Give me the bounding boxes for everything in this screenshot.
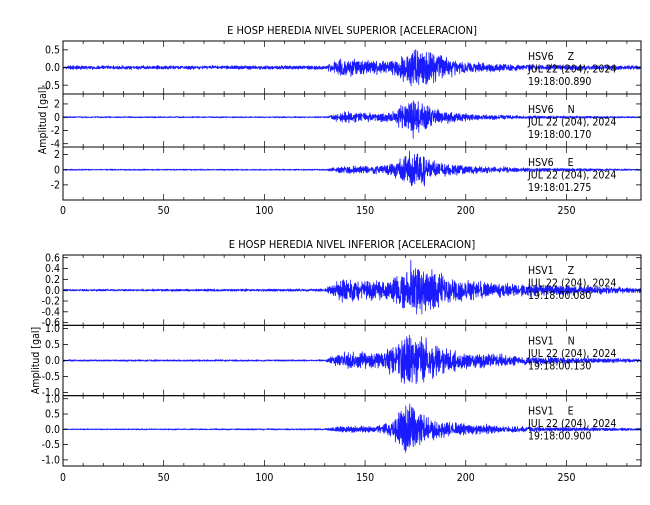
trace-line <box>62 403 642 453</box>
y-tick-label: -0.4 <box>42 306 60 318</box>
x-tick-label: 200 <box>457 472 475 484</box>
channel-date: JUL 22 (204), 2024 <box>527 117 616 129</box>
component-code: Z <box>568 51 575 63</box>
y-tick-label: 0 <box>54 112 60 124</box>
x-tick-label: 100 <box>255 205 273 217</box>
y-tick-label: 0.0 <box>45 285 60 297</box>
channel-station-label: HSV6 N <box>528 104 575 116</box>
channel-start-time: 19:18:00.130 <box>528 360 591 372</box>
y-tick-label: -0.5 <box>42 439 60 451</box>
channel-station-label: HSV1 E <box>528 406 574 418</box>
y-tick-label: 1.0 <box>45 393 60 405</box>
channel-start-time: 19:18:00.900 <box>528 431 591 443</box>
trace-line <box>62 259 642 315</box>
x-tick-label: 50 <box>158 472 170 484</box>
y-tick-label: -2 <box>51 179 60 191</box>
y-tick-label: -2 <box>51 125 60 137</box>
x-tick-label: 100 <box>255 472 273 484</box>
channel-date: JUL 22 (204), 2024 <box>527 278 616 290</box>
y-tick-label: 0.0 <box>45 424 60 436</box>
station-code: HSV6 <box>528 157 554 169</box>
y-tick-label: -4 <box>51 138 60 150</box>
y-axis-label: Amplitud [gal] <box>30 327 42 394</box>
channel-start-time: 19:18:00.080 <box>528 290 591 302</box>
x-tick-label: 150 <box>356 205 374 217</box>
channel-station-label: HSV6 E <box>528 157 574 169</box>
y-tick-label: 0.0 <box>45 355 60 367</box>
y-tick-label: 0.0 <box>45 62 60 74</box>
station-code: HSV1 <box>528 335 554 347</box>
y-tick-label: 1.0 <box>45 323 60 335</box>
channel-start-time: 19:18:01.275 <box>528 182 591 194</box>
y-tick-label: 0 <box>54 164 60 176</box>
component-code: N <box>568 104 575 116</box>
channel-date: JUL 22 (204), 2024 <box>527 170 616 182</box>
station-code: HSV6 <box>528 51 554 63</box>
panel-frame <box>62 395 642 467</box>
y-tick-label: 0.4 <box>45 263 60 275</box>
y-tick-label: -0.5 <box>42 80 60 92</box>
trace-line <box>62 49 642 87</box>
trace-line <box>62 100 642 139</box>
channel-start-time: 19:18:00.890 <box>528 76 591 88</box>
y-tick-label: -0.2 <box>42 296 60 308</box>
x-tick-label: 250 <box>557 472 575 484</box>
y-tick-label: 0.5 <box>45 339 60 351</box>
component-code: N <box>568 335 575 347</box>
channel-station-label: HSV1 N <box>528 335 575 347</box>
station-code: HSV1 <box>528 406 554 418</box>
trace-line <box>62 150 642 187</box>
x-tick-label: 0 <box>60 472 66 484</box>
component-code: Z <box>568 265 575 277</box>
channel-station-label: HSV1 Z <box>528 265 575 277</box>
y-tick-label: -0.5 <box>42 371 60 383</box>
component-code: E <box>568 157 574 169</box>
chart-title: E HOSP HEREDIA NIVEL SUPERIOR [ACELERACI… <box>227 24 477 37</box>
component-code: E <box>568 406 574 418</box>
channel-station-label: HSV6 Z <box>528 51 575 63</box>
x-tick-label: 250 <box>557 205 575 217</box>
chart-title: E HOSP HEREDIA NIVEL INFERIOR [ACELERACI… <box>229 238 476 251</box>
x-tick-label: 50 <box>158 205 170 217</box>
channel-date: JUL 22 (204), 2024 <box>527 64 616 76</box>
y-tick-label: 0.2 <box>45 274 60 286</box>
x-tick-label: 0 <box>60 205 66 217</box>
y-axis-label: Amplitud [gal] <box>37 87 49 154</box>
y-tick-label: 2 <box>54 99 60 111</box>
y-tick-label: 0.5 <box>45 44 60 56</box>
channel-start-time: 19:18:00.170 <box>528 129 591 141</box>
station-code: HSV6 <box>528 104 554 116</box>
y-tick-label: 0.5 <box>45 409 60 421</box>
station-code: HSV1 <box>528 265 554 277</box>
x-tick-label: 150 <box>356 472 374 484</box>
panel-frame <box>62 146 642 201</box>
y-tick-label: -1.0 <box>42 454 60 466</box>
channel-date: JUL 22 (204), 2024 <box>527 418 616 430</box>
trace-line <box>62 334 642 385</box>
y-tick-label: -0.6 <box>42 317 60 329</box>
y-tick-label: -1.0 <box>42 387 60 399</box>
channel-date: JUL 22 (204), 2024 <box>527 348 616 360</box>
x-tick-label: 200 <box>457 205 475 217</box>
y-tick-label: 2 <box>54 149 60 161</box>
y-tick-label: 0.6 <box>45 252 60 264</box>
